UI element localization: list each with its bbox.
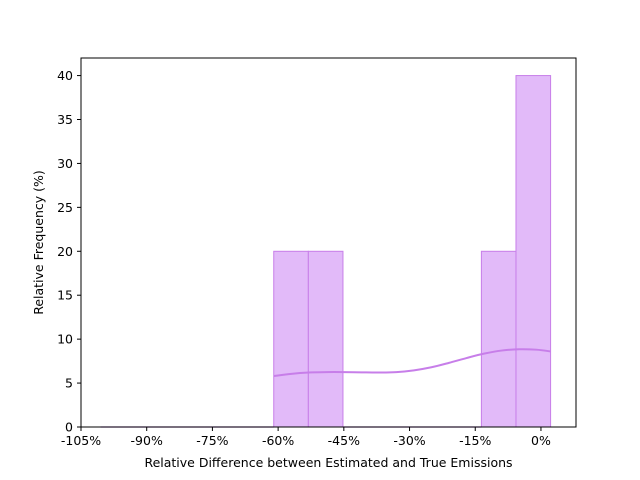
axes-frame [80,57,577,428]
histogram-bar [480,250,517,428]
kde-curve-layer [273,348,551,378]
x-tick-label: -75% [196,433,228,448]
y-tick-label: 15 [57,288,73,303]
y-axis-ticks: 0 5 10 15 20 25 30 35 40 [57,68,81,435]
x-tick-label: -45% [328,433,360,448]
histogram-bar [273,250,309,428]
kde-line [273,348,551,378]
histogram-bar [515,75,552,428]
y-tick-label: 25 [57,200,73,215]
y-tick-label: 10 [57,332,73,347]
x-axis-label: Relative Difference between Estimated an… [144,455,512,470]
histogram-bar [307,250,344,428]
x-tick-label: -30% [393,433,425,448]
y-tick-label: 0 [65,420,73,435]
y-tick-label: 5 [65,376,73,391]
x-tick-label: -15% [459,433,491,448]
x-tick-label: -90% [131,433,163,448]
y-tick-label: 30 [57,156,73,171]
y-tick-label: 35 [57,112,73,127]
y-tick-label: 20 [57,244,73,259]
x-tick-label: 0% [531,433,551,448]
x-tick-label: -60% [262,433,294,448]
x-axis-ticks: -105% -90% -75% -60% -45% -30% -15% 0% [61,427,551,448]
y-tick-label: 40 [57,68,73,83]
y-axis-label: Relative Frequency (%) [31,170,46,315]
histogram-bars [100,75,552,428]
x-tick-label: -105% [61,433,101,448]
